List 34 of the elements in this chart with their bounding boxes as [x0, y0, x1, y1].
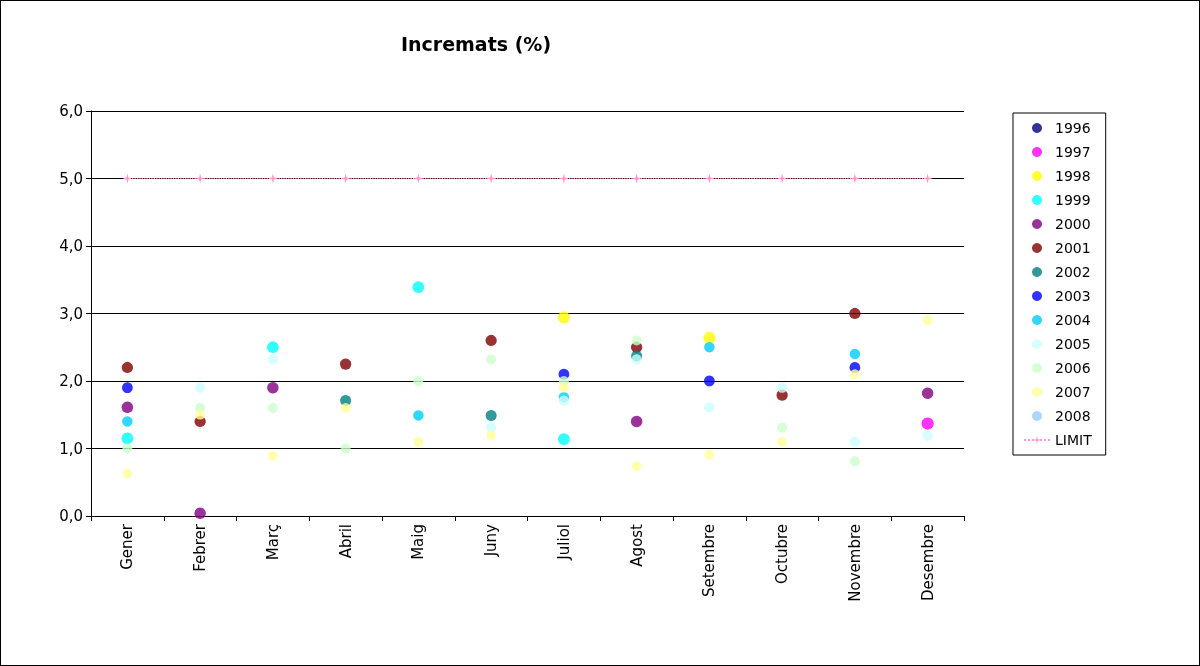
legend-label: LIMIT	[1055, 432, 1093, 448]
x-tick-label: Març	[263, 524, 282, 561]
chart-title: Incremats (%)	[400, 32, 552, 55]
legend-label: 2004	[1055, 312, 1091, 328]
legend-label: 2001	[1055, 240, 1091, 256]
y-tick-label: 2,0	[59, 372, 83, 390]
legend-label: 2003	[1055, 288, 1091, 304]
legend-label: 2008	[1055, 408, 1091, 424]
y-tick-label: 0,0	[59, 507, 83, 525]
legend-label: 2002	[1055, 264, 1091, 280]
y-tick-label: 6,0	[59, 102, 83, 120]
x-tick-label: Juliol	[554, 524, 573, 561]
legend-label: 2005	[1055, 336, 1091, 352]
legend-label: 1999	[1055, 192, 1091, 208]
y-tick-label: 5,0	[59, 169, 83, 188]
x-tick-label: Juny	[482, 523, 501, 558]
x-tick-label: Octubre	[773, 524, 792, 585]
x-tick-label: Novembre	[845, 524, 864, 602]
legend-label: 2007	[1055, 384, 1091, 400]
y-tick-label: 3,0	[59, 304, 83, 323]
x-tick-label: Desembre	[918, 524, 937, 602]
x-tick-label: Maig	[409, 524, 428, 560]
legend-label: 2000	[1055, 216, 1091, 232]
x-tick-label: Setembre	[700, 524, 719, 598]
legend-label: 1997	[1055, 144, 1091, 160]
y-tick-label: 4,0	[59, 237, 83, 255]
x-tick-label: Agost	[627, 523, 646, 567]
legend-label: 1996	[1055, 120, 1091, 136]
x-tick-label: Gener	[118, 523, 137, 570]
legend-label: 2006	[1055, 360, 1091, 376]
x-tick-label: Febrer	[191, 523, 210, 572]
y-tick-label: 1,0	[59, 439, 83, 458]
legend-label: 1998	[1055, 168, 1091, 184]
x-tick-label: Abril	[336, 524, 355, 559]
